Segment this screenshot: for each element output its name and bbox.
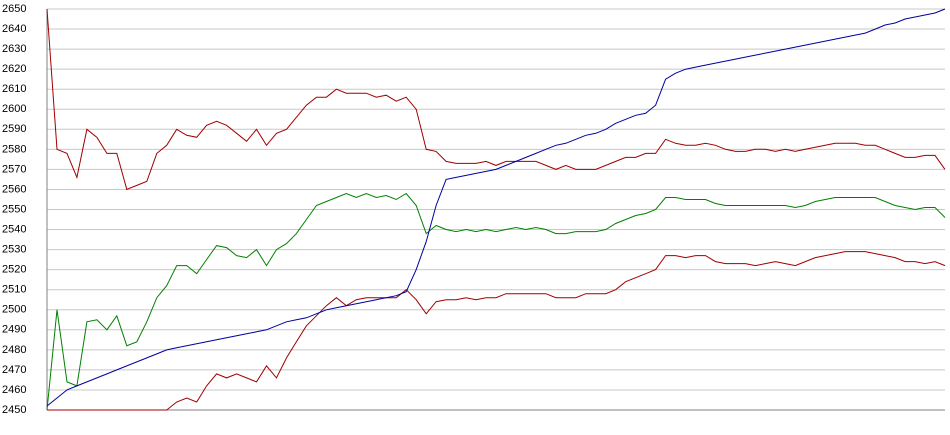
y-tick-label: 2590: [2, 123, 26, 135]
series-line: [46, 192, 946, 411]
y-tick-label: 2530: [2, 244, 26, 256]
y-tick-label: 2500: [2, 304, 26, 316]
y-tick-label: 2480: [2, 344, 26, 356]
series-line: [46, 8, 946, 407]
y-tick-label: 2490: [2, 324, 26, 336]
y-tick-label: 2470: [2, 364, 26, 376]
y-tick-label: 2650: [2, 3, 26, 15]
y-tick-label: 2630: [2, 43, 26, 55]
y-tick-label: 2640: [2, 23, 26, 35]
y-tick-label: 2560: [2, 183, 26, 195]
y-tick-label: 2510: [2, 284, 26, 296]
y-tick-label: 2520: [2, 264, 26, 276]
y-tick-label: 2580: [2, 143, 26, 155]
y-tick-label: 2450: [2, 404, 26, 416]
y-tick-label: 2540: [2, 223, 26, 235]
y-tick-label: 2550: [2, 203, 26, 215]
y-tick-label: 2570: [2, 163, 26, 175]
y-tick-label: 2620: [2, 63, 26, 75]
y-tick-label: 2610: [2, 83, 26, 95]
y-tick-label: 2600: [2, 103, 26, 115]
series-line: [46, 8, 946, 191]
series-line: [47, 251, 946, 411]
y-tick-label: 2460: [2, 384, 26, 396]
